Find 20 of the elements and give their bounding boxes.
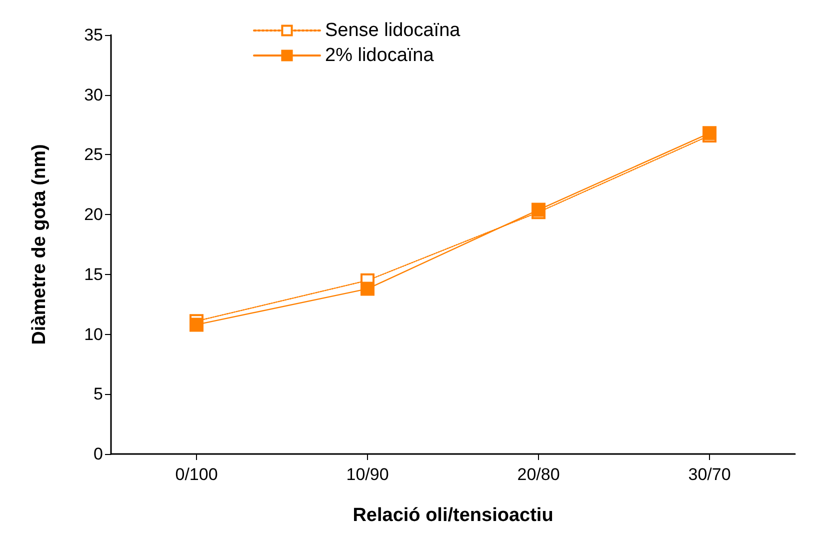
x-axis-title: Relació oli/tensioactiu (352, 505, 554, 526)
y-tick-label: 10 (84, 324, 103, 344)
x-tick-label: 0/100 (175, 465, 218, 484)
legend-label: 2% lidocaïna (325, 45, 434, 66)
x-tick-label: 20/80 (517, 465, 560, 484)
y-axis-title: Diàmetre de gota (nm) (29, 144, 50, 345)
point (532, 202, 546, 217)
y-tick-label: 5 (94, 384, 103, 404)
legend-label: Sense lidocaïna (325, 20, 461, 41)
y-tick-label: 25 (84, 145, 103, 164)
y-tick-label: 15 (84, 264, 103, 284)
x-tick-label: 30/70 (688, 465, 731, 484)
y-tick-label: 0 (94, 444, 103, 464)
point (702, 126, 716, 140)
point (360, 282, 374, 296)
y-tick-label: 35 (84, 26, 103, 44)
y-tick-label: 30 (84, 85, 103, 104)
y-tick-label: 20 (84, 205, 103, 224)
point (190, 318, 204, 332)
x-tick-label: 10/90 (346, 465, 389, 484)
